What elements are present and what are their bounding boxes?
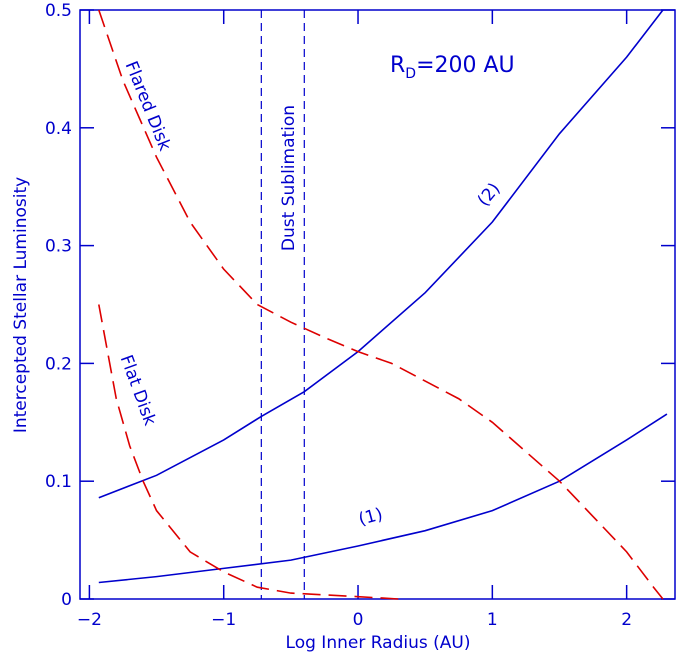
y-tick-label: 0.4 (45, 119, 72, 139)
series-label: Flared Disk (121, 58, 175, 153)
y-tick-label: 0.2 (45, 354, 72, 374)
rd-annotation: RD=200 AU (390, 53, 515, 82)
x-tick-label: 1 (487, 610, 498, 630)
rd-r: R (390, 53, 405, 78)
series-label: Flat Disk (116, 352, 160, 428)
series-line (98, 9, 664, 499)
y-tick-label: 0 (61, 590, 72, 610)
rd-sub: D (405, 66, 416, 82)
x-tick-label: −2 (77, 610, 102, 630)
x-tick-label: −1 (211, 610, 236, 630)
y-tick-label: 0.1 (45, 472, 72, 492)
y-tick-label: 0.5 (45, 1, 72, 21)
series-line (98, 413, 668, 584)
x-tick-label: 0 (353, 610, 364, 630)
rd-rest: =200 AU (416, 53, 515, 78)
series-label: (1) (356, 504, 384, 530)
y-tick-label: 0.3 (45, 237, 72, 257)
series-label: (2) (474, 179, 505, 210)
series-line (98, 304, 399, 600)
vline-label: Dust Sublimation (279, 105, 299, 251)
y-axis-label: Intercepted Stellar Luminosity (11, 177, 31, 433)
x-axis-label: Log Inner Radius (AU) (286, 633, 471, 653)
plot-frame (79, 9, 676, 600)
x-tick-label: 2 (621, 610, 632, 630)
series-line (98, 9, 664, 600)
